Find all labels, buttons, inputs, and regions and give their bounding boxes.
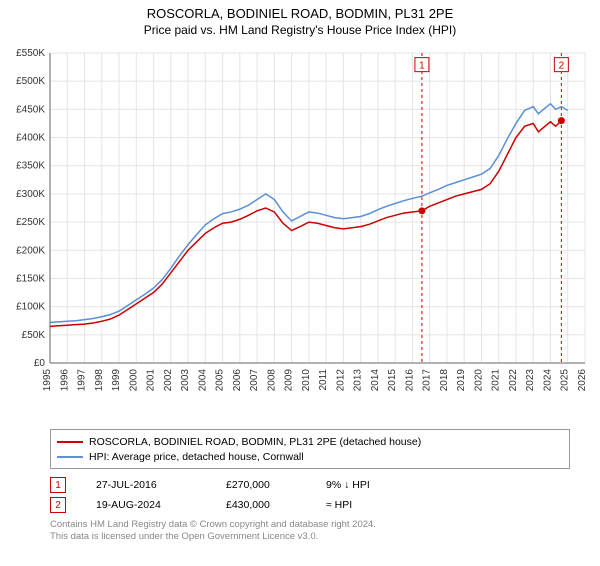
svg-text:£250K: £250K [16, 217, 45, 228]
svg-text:2017: 2017 [422, 369, 433, 392]
svg-text:1998: 1998 [94, 369, 105, 392]
svg-text:2: 2 [559, 61, 565, 72]
svg-text:1999: 1999 [111, 369, 122, 392]
svg-text:£150K: £150K [16, 273, 45, 284]
svg-text:2001: 2001 [146, 369, 157, 392]
svg-text:£200K: £200K [16, 245, 45, 256]
legend-label: HPI: Average price, detached house, Corn… [89, 451, 304, 463]
chart-area: £0 £50K £100K £150K £200K £250K £300K £350K £400… [0, 43, 600, 423]
svg-text:£550K: £550K [16, 48, 45, 59]
svg-text:2004: 2004 [197, 369, 208, 392]
marker-price: £430,000 [226, 499, 296, 511]
svg-text:2026: 2026 [577, 369, 588, 392]
legend: ROSCORLA, BODINIEL ROAD, BODMIN, PL31 2P… [50, 429, 570, 469]
svg-text:£450K: £450K [16, 104, 45, 115]
svg-text:2023: 2023 [525, 369, 536, 392]
marker-badge: 2 [50, 497, 66, 513]
svg-text:2000: 2000 [128, 369, 139, 392]
svg-text:£500K: £500K [16, 76, 45, 87]
svg-text:2021: 2021 [491, 369, 502, 392]
svg-text:2002: 2002 [163, 369, 174, 392]
svg-text:2009: 2009 [284, 369, 295, 392]
svg-text:2006: 2006 [232, 369, 243, 392]
footer-line-2: This data is licensed under the Open Gov… [50, 531, 570, 543]
legend-swatch [57, 441, 83, 443]
svg-text:2016: 2016 [404, 369, 415, 392]
marker-price: £270,000 [226, 479, 296, 491]
svg-text:2025: 2025 [560, 369, 571, 392]
marker-hpi: ≈ HPI [326, 499, 406, 511]
chart-title: ROSCORLA, BODINIEL ROAD, BODMIN, PL31 2P… [0, 6, 600, 21]
marker-hpi: 9% ↓ HPI [326, 479, 406, 491]
marker-date: 27-JUL-2016 [96, 479, 196, 491]
svg-text:2008: 2008 [266, 369, 277, 392]
svg-text:2011: 2011 [318, 369, 329, 391]
marker-row: 2 19-AUG-2024 £430,000 ≈ HPI [50, 495, 570, 515]
legend-label: ROSCORLA, BODINIEL ROAD, BODMIN, PL31 2P… [89, 436, 421, 448]
svg-text:2020: 2020 [473, 369, 484, 392]
marker-table: 1 27-JUL-2016 £270,000 9% ↓ HPI 2 19-AUG-2024… [50, 475, 570, 515]
legend-item: HPI: Average price, detached house, Corn… [57, 449, 563, 464]
svg-text:2018: 2018 [439, 369, 450, 392]
svg-text:2010: 2010 [301, 369, 312, 392]
svg-text:2013: 2013 [353, 369, 364, 392]
svg-text:2014: 2014 [370, 369, 381, 392]
svg-text:2022: 2022 [508, 369, 519, 392]
svg-text:2012: 2012 [335, 369, 346, 392]
footer-line-1: Contains HM Land Registry data © Crown c… [50, 519, 570, 531]
svg-text:2005: 2005 [215, 369, 226, 392]
svg-text:1995: 1995 [42, 369, 53, 392]
legend-item: ROSCORLA, BODINIEL ROAD, BODMIN, PL31 2P… [57, 434, 563, 449]
marker-row: 1 27-JUL-2016 £270,000 9% ↓ HPI [50, 475, 570, 495]
svg-text:2024: 2024 [542, 369, 553, 392]
svg-text:£50K: £50K [22, 330, 46, 341]
svg-text:2003: 2003 [180, 369, 191, 392]
svg-text:£300K: £300K [16, 189, 45, 200]
svg-text:£400K: £400K [16, 133, 45, 144]
svg-text:£0: £0 [34, 358, 46, 369]
svg-text:2007: 2007 [249, 369, 260, 392]
marker-date: 19-AUG-2024 [96, 499, 196, 511]
footer-attribution: Contains HM Land Registry data © Crown c… [50, 519, 570, 544]
svg-text:£100K: £100K [16, 302, 45, 313]
line-chart: £0 £50K £100K £150K £200K £250K £300K £350K £400… [0, 43, 600, 423]
chart-subtitle: Price paid vs. HM Land Registry's House … [0, 23, 600, 37]
svg-text:1997: 1997 [77, 369, 88, 392]
svg-text:2015: 2015 [387, 369, 398, 392]
svg-text:1: 1 [419, 61, 425, 72]
svg-text:2019: 2019 [456, 369, 467, 392]
marker-badge: 1 [50, 477, 66, 493]
svg-text:£350K: £350K [16, 161, 45, 172]
legend-swatch [57, 456, 83, 458]
svg-text:1996: 1996 [59, 369, 70, 392]
